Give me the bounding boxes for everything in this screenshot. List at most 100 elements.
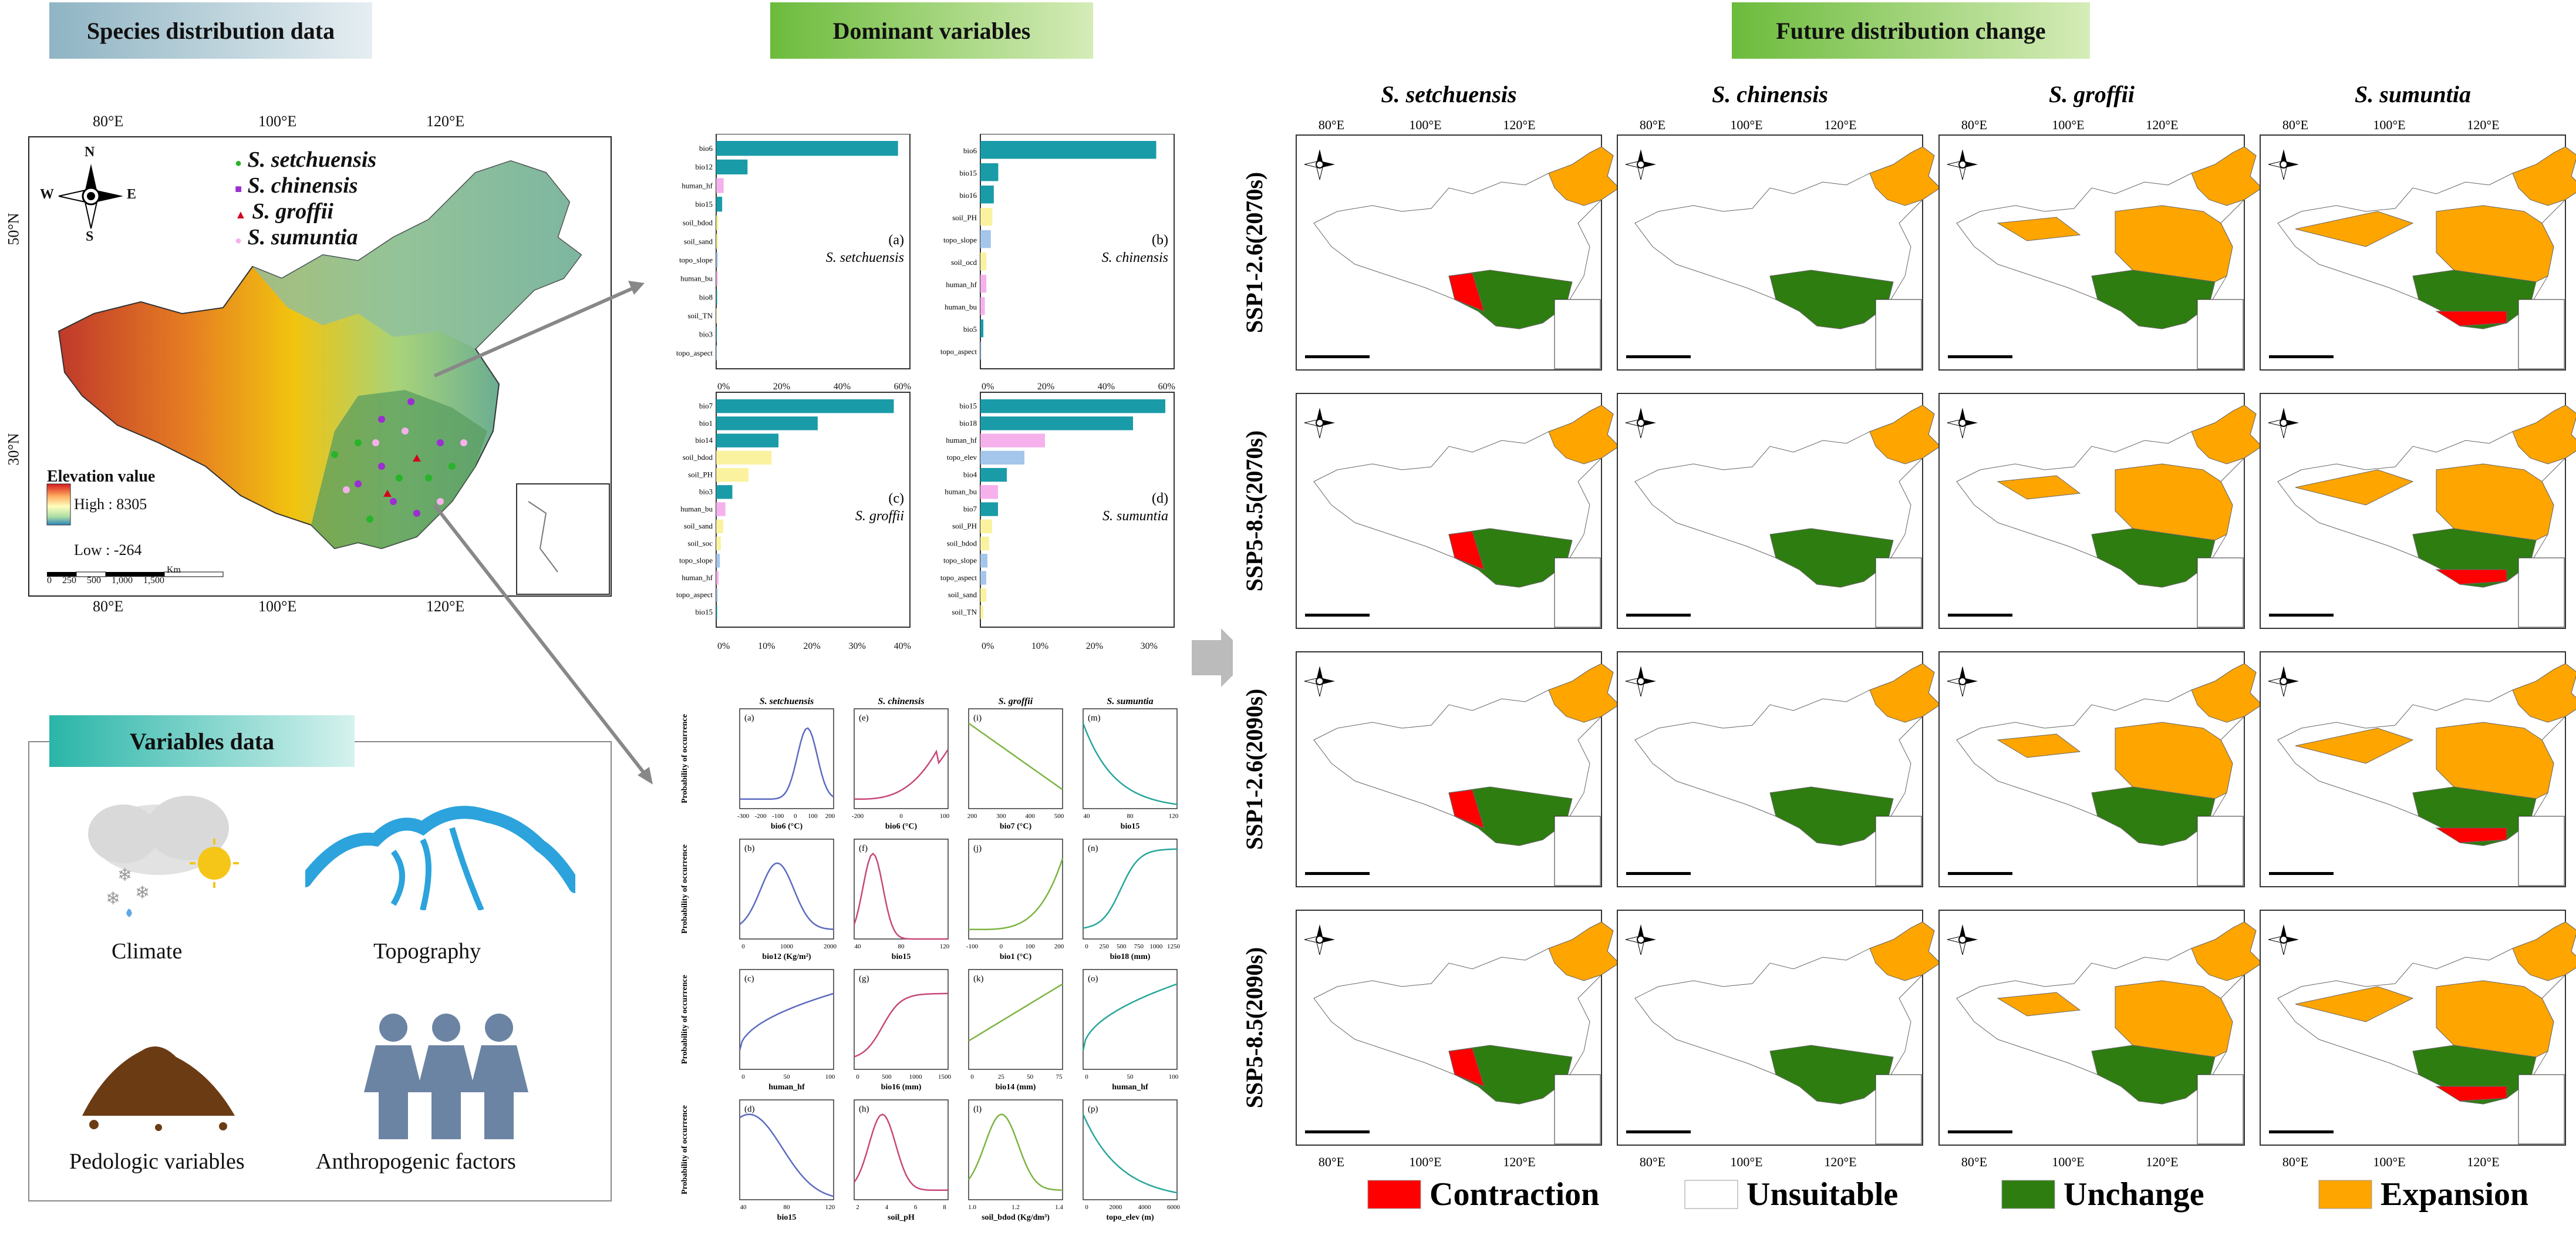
curve-tick: 500: [1117, 943, 1127, 950]
curve-frame: [1083, 839, 1178, 940]
curve-panel-id: (b): [744, 844, 755, 853]
future-lon-label: 120°E: [2467, 117, 2499, 132]
south-china-sea-inset: [1875, 557, 1922, 628]
bar-axis-ticks: 0% 20% 40% 60%: [717, 382, 911, 392]
future-lon-label: 100°E: [1730, 1155, 1762, 1169]
compass-icon: [58, 164, 123, 229]
future-lon-label: 120°E: [1824, 1155, 1856, 1169]
curve-xlabel: bio12 (Kg/m²): [762, 952, 811, 961]
species-legend-item: ▲ S. groffii: [235, 199, 333, 224]
scale-bar: [1948, 872, 2012, 875]
curve-tick: 500: [882, 1073, 892, 1081]
curve-tick: 40: [1084, 813, 1091, 820]
bar: [716, 290, 717, 305]
south-china-sea-inset: [1875, 299, 1922, 369]
bar-chart-species: S. groffii: [855, 509, 904, 524]
curve-tick: 1000: [780, 943, 794, 950]
bar-category-label: soil_bdod: [947, 538, 977, 547]
bar: [980, 605, 983, 620]
future-lon-label: 80°E: [1319, 1155, 1344, 1169]
curve-tick: -100: [772, 813, 784, 820]
curve-tick: 50: [784, 1073, 791, 1081]
bar-chart-frame: [980, 133, 1175, 369]
curve-tick: 40: [855, 943, 862, 950]
bar-category-label: human_bu: [680, 504, 713, 513]
bar-category-label: topo_elev: [947, 453, 977, 462]
curve-tick: 1250: [1167, 943, 1181, 950]
future-column-title: S. sumuntia: [2355, 81, 2471, 107]
curve-tick: -100: [966, 943, 979, 950]
bar: [716, 433, 779, 447]
curve-tick: 0: [899, 813, 903, 820]
response-curve: [853, 852, 948, 940]
expansion-area: [1869, 663, 1941, 723]
main-lon-120-b: 120°E: [426, 598, 465, 615]
curve-xlabel: bio7 (°C): [1000, 822, 1032, 831]
response-curve: [968, 983, 1063, 1042]
scale-bar: [1626, 355, 1691, 358]
curve-frame: [968, 839, 1063, 940]
curve-panel-id: (l): [973, 1105, 982, 1114]
bar: [716, 215, 719, 230]
contraction-area: [2435, 569, 2507, 585]
scale-bar: [1305, 614, 1370, 617]
curve-xlabel: topo_elev (m): [1106, 1213, 1154, 1222]
bar-category-label: bio15: [959, 402, 977, 410]
compass-icon: [2268, 666, 2299, 697]
south-china-sea-inset: [1875, 816, 1922, 886]
expansion-area: [2295, 986, 2414, 1022]
people-icon: [364, 1014, 528, 1139]
future-map: [1617, 651, 1941, 887]
curve-xlabel: soil_bdod (Kg/dm³): [982, 1213, 1050, 1222]
compass-icon: [1304, 924, 1335, 955]
curve-tick: 0: [856, 1073, 859, 1081]
curve-frame: [968, 708, 1063, 809]
bar-category-label: bio12: [695, 163, 713, 171]
curve-panel-id: (o): [1088, 974, 1098, 984]
bar: [716, 308, 717, 324]
bar-chart-species: S. chinensis: [1102, 250, 1168, 265]
future-legend-label: Unsuitable: [1746, 1176, 1898, 1213]
bar-category-label: bio3: [699, 487, 713, 496]
curve-column-title: S. sumuntia: [1107, 696, 1153, 706]
curve-panel-id: (j): [973, 844, 982, 853]
curve-panel-id: (m): [1088, 713, 1101, 723]
response-curve: [739, 992, 834, 1051]
future-lon-label: 120°E: [1824, 117, 1856, 132]
curve-tick: 250: [1099, 943, 1109, 950]
future-lon-label: 100°E: [2052, 1155, 2084, 1169]
future-legend-swatch: [1684, 1180, 1738, 1209]
curve-tick: 4000: [1138, 1204, 1152, 1211]
curve-tick: 1000: [909, 1073, 923, 1081]
bar: [716, 327, 717, 342]
species-legend: ● S. setchuensis ■ S. chinensis ▲ S. gro…: [235, 147, 376, 250]
bar-chart-frame: [716, 133, 911, 369]
curve-xlabel: bio6 (°C): [771, 822, 803, 831]
main-lon-100: 100°E: [258, 113, 297, 130]
response-curve: [854, 749, 949, 800]
curve-tick: 6000: [1167, 1204, 1181, 1211]
bar: [980, 519, 992, 533]
curve-frame: [854, 839, 949, 940]
south-china-sea-inset: [1554, 557, 1601, 628]
bar-category-label: soil_bdod: [683, 453, 713, 462]
curve-frame: [739, 969, 834, 1070]
expansion-area: [1548, 663, 1620, 723]
compass-icon: [1304, 408, 1335, 439]
expansion-area: [2436, 205, 2554, 282]
bar-category-label: bio15: [695, 607, 713, 616]
future-lon-label: 100°E: [1409, 1155, 1441, 1169]
response-curve: [1083, 848, 1178, 929]
compass-icon: [1625, 666, 1656, 697]
unchange-area: [2091, 1045, 2216, 1105]
compass-icon: [2268, 924, 2299, 955]
response-curve: [739, 1113, 834, 1197]
bar-category-label: topo_slope: [943, 556, 977, 565]
future-legend-swatch: [2318, 1180, 2372, 1209]
label-topography: Topography: [373, 939, 481, 964]
response-curve: [1082, 1114, 1178, 1194]
scale-bar: [1305, 355, 1370, 358]
curve-panel-id: (f): [859, 844, 868, 853]
bar: [716, 141, 898, 156]
bar: [980, 253, 987, 271]
